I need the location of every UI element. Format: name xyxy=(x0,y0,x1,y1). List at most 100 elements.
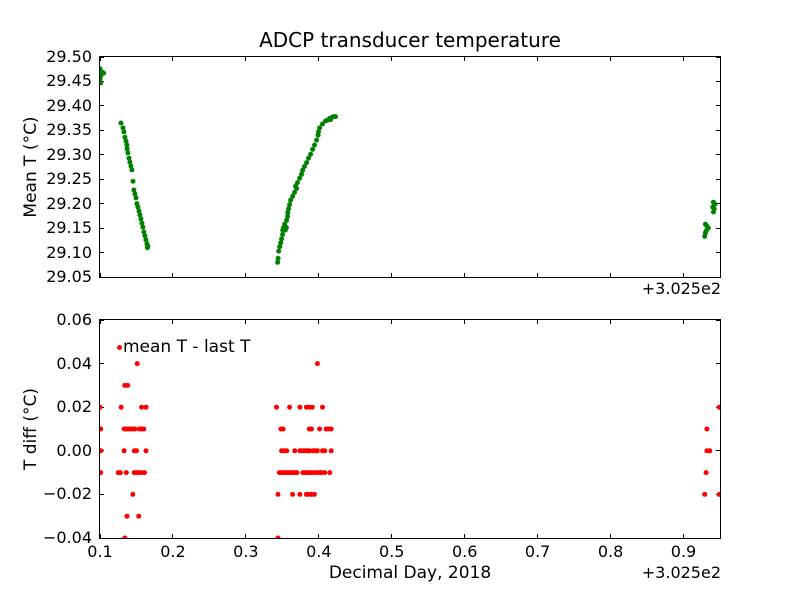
scatter-points-layer xyxy=(100,66,718,265)
data-point xyxy=(144,245,150,251)
x-tick-mark xyxy=(464,320,466,324)
data-point xyxy=(100,448,104,454)
x-tick-mark xyxy=(245,273,247,277)
data-point xyxy=(124,513,130,519)
y-tick-label: 29.45 xyxy=(46,71,92,91)
data-point xyxy=(285,213,291,219)
data-point xyxy=(129,167,135,173)
data-point xyxy=(125,382,131,388)
data-point xyxy=(304,160,310,166)
data-point xyxy=(280,426,286,432)
y-tick-label: 29.25 xyxy=(46,169,92,189)
y-tick-mark xyxy=(100,105,104,107)
data-point xyxy=(320,404,325,410)
data-point xyxy=(309,404,315,410)
data-point xyxy=(134,448,139,454)
y-tick-label: 29.05 xyxy=(46,267,92,286)
x-tick-mark xyxy=(610,273,612,277)
x-tick-mark xyxy=(99,534,101,538)
y-tick-mark xyxy=(100,56,104,58)
data-point xyxy=(285,210,291,215)
data-point xyxy=(136,513,142,519)
x-tick-mark xyxy=(172,534,174,538)
y-tick-label: 29.40 xyxy=(46,95,92,115)
data-point xyxy=(143,448,149,454)
x-tick-label: 0.3 xyxy=(233,542,259,561)
data-point xyxy=(118,404,124,410)
y-tick-label: −0.04 xyxy=(42,528,92,547)
data-point xyxy=(100,80,104,86)
x-tick-mark xyxy=(172,273,174,277)
data-point xyxy=(130,491,136,497)
data-point xyxy=(142,470,147,476)
y-tick-mark xyxy=(100,537,104,539)
legend-marker-dot xyxy=(117,344,122,350)
data-point xyxy=(280,232,286,237)
data-point xyxy=(333,114,338,120)
data-point xyxy=(287,202,293,208)
data-point xyxy=(297,491,303,497)
x-tick-mark xyxy=(318,273,320,277)
data-point xyxy=(134,361,140,367)
y-tick-label: 29.50 xyxy=(46,47,92,66)
data-point xyxy=(142,233,148,239)
x-tick-label: 0.4 xyxy=(306,542,332,561)
data-point xyxy=(122,535,128,538)
y-tick-mark xyxy=(716,203,720,205)
x-tick-mark xyxy=(172,320,174,324)
y-tick-mark xyxy=(100,493,104,495)
data-point xyxy=(306,448,312,454)
data-point xyxy=(126,155,132,161)
data-point xyxy=(310,146,316,152)
data-point xyxy=(312,142,317,148)
x-tick-mark xyxy=(391,57,393,61)
data-point xyxy=(316,129,321,135)
data-point xyxy=(297,175,303,181)
x-tick-mark xyxy=(683,57,685,61)
data-point xyxy=(124,146,130,152)
data-point xyxy=(284,217,290,223)
data-point xyxy=(710,209,716,215)
y-tick-label: 29.15 xyxy=(46,218,92,238)
y-tick-mark xyxy=(100,252,104,254)
x-tick-mark xyxy=(318,320,320,324)
data-point xyxy=(302,164,307,169)
data-point xyxy=(133,195,139,201)
data-point xyxy=(278,240,284,246)
x-tick-label: 0.8 xyxy=(597,542,624,561)
data-point xyxy=(124,142,130,148)
data-point xyxy=(275,255,281,261)
data-point xyxy=(322,448,328,454)
y-tick-mark xyxy=(100,203,104,205)
x-tick-mark xyxy=(245,534,247,538)
data-point xyxy=(132,426,138,432)
data-point xyxy=(136,208,142,214)
x-tick-mark xyxy=(537,273,539,277)
y-tick-mark xyxy=(100,227,104,229)
x-tick-mark xyxy=(99,273,101,277)
x-tick-mark xyxy=(391,534,393,538)
data-point xyxy=(317,125,323,131)
y-tick-label: 0.06 xyxy=(56,310,92,329)
data-point xyxy=(100,470,104,476)
x-tick-mark xyxy=(537,57,539,61)
data-point xyxy=(275,491,281,497)
x-tick-mark xyxy=(683,320,685,324)
x-tick-label: 0.5 xyxy=(379,542,405,561)
data-point xyxy=(118,120,124,126)
top-x-offset-text: +3.025e2 xyxy=(641,279,721,298)
x-tick-mark xyxy=(245,57,247,61)
y-tick-mark xyxy=(100,319,104,321)
data-point xyxy=(276,248,282,254)
data-point xyxy=(309,426,314,432)
data-point xyxy=(100,426,104,432)
x-tick-mark xyxy=(610,320,612,324)
x-tick-mark xyxy=(683,273,685,277)
data-point xyxy=(716,404,720,410)
y-tick-label: 29.10 xyxy=(46,242,92,262)
y-tick-label: 0.04 xyxy=(56,353,92,373)
y-tick-mark xyxy=(100,178,104,180)
y-tick-mark xyxy=(716,363,720,365)
y-tick-mark xyxy=(716,80,720,82)
